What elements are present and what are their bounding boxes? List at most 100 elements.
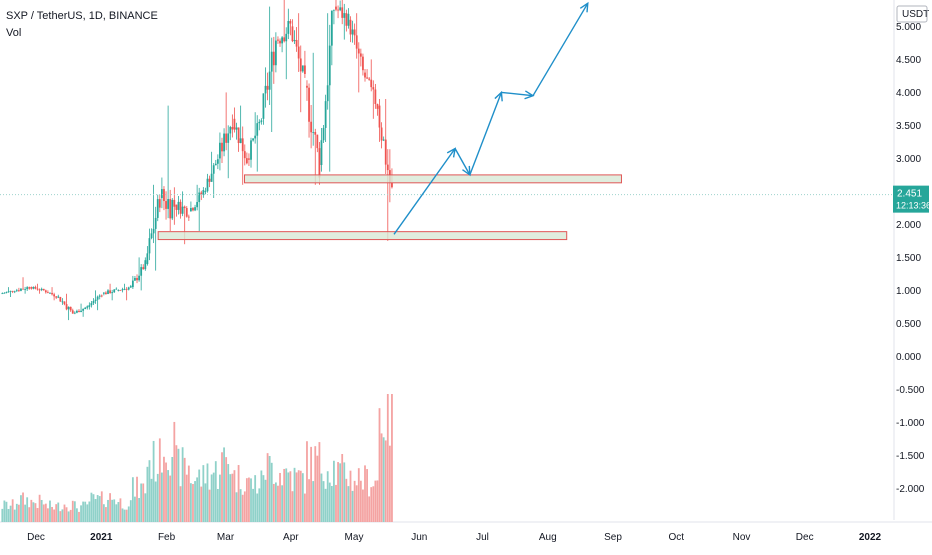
volume-bar bbox=[165, 462, 167, 522]
volume-bar bbox=[376, 480, 379, 522]
volume-bar bbox=[98, 496, 101, 522]
candle-body bbox=[374, 89, 377, 105]
volume-bar bbox=[262, 475, 265, 522]
volume-bar bbox=[277, 485, 279, 522]
candle-body bbox=[243, 151, 246, 159]
volume-bar bbox=[26, 497, 29, 522]
volume-bar bbox=[179, 486, 182, 522]
volume-bar bbox=[212, 472, 215, 522]
candle-body bbox=[277, 39, 279, 41]
candle-body bbox=[119, 289, 122, 291]
projection-arrow-segment bbox=[469, 92, 503, 176]
volume-bar bbox=[107, 499, 109, 522]
volume-bar bbox=[76, 508, 78, 522]
volume-bar bbox=[279, 472, 281, 522]
candle-body bbox=[115, 288, 118, 290]
volume-bar bbox=[34, 503, 37, 522]
volume-bar bbox=[351, 490, 354, 522]
candle-body bbox=[144, 260, 147, 270]
candle-body bbox=[51, 292, 53, 295]
price-tick-label: 3.500 bbox=[896, 121, 921, 132]
candle-body bbox=[210, 173, 213, 182]
time-tick-label: Sep bbox=[604, 532, 622, 543]
volume-bar bbox=[316, 455, 319, 522]
time-tick-label: Apr bbox=[283, 532, 299, 543]
volume-bar bbox=[297, 470, 300, 522]
currency-box bbox=[896, 5, 928, 23]
candle-body bbox=[221, 142, 223, 152]
volume-bar bbox=[63, 504, 66, 522]
candle-body bbox=[293, 39, 296, 42]
candle-body bbox=[357, 48, 360, 54]
candle-body bbox=[28, 287, 31, 289]
volume-bar bbox=[105, 507, 107, 522]
volume-bar bbox=[337, 462, 339, 522]
volume-bar bbox=[272, 483, 275, 522]
volume-bar bbox=[239, 489, 242, 522]
time-tick-label: Feb bbox=[158, 532, 176, 543]
volume-bar bbox=[380, 433, 383, 522]
candle-body bbox=[107, 290, 109, 294]
candle-body bbox=[359, 53, 362, 57]
candle-body bbox=[61, 301, 64, 303]
candle-body bbox=[13, 291, 16, 293]
candle-body bbox=[100, 295, 103, 297]
volume-bar bbox=[237, 465, 240, 522]
candle-body bbox=[204, 191, 207, 193]
candle-body bbox=[248, 158, 250, 160]
volume-bar bbox=[326, 471, 329, 522]
volume-bar bbox=[117, 502, 120, 522]
candle-body bbox=[140, 267, 143, 276]
candle-body bbox=[303, 65, 306, 74]
candle-body bbox=[154, 217, 157, 229]
candle-body bbox=[134, 278, 136, 281]
candle-body bbox=[173, 199, 176, 207]
volume-bar bbox=[227, 464, 230, 522]
price-tick-label: 0.000 bbox=[896, 352, 921, 363]
candle-body bbox=[65, 304, 68, 310]
candle-body bbox=[312, 132, 315, 133]
volume-bar bbox=[388, 445, 391, 522]
volume-bar bbox=[78, 511, 80, 522]
candle-body bbox=[208, 178, 211, 182]
volume-bar bbox=[362, 489, 364, 522]
volume-bar bbox=[136, 476, 138, 522]
candle-body bbox=[237, 127, 240, 144]
volume-bar bbox=[268, 455, 271, 522]
price-tick-label: -1.000 bbox=[896, 418, 925, 429]
candle-body bbox=[26, 287, 29, 290]
time-tick-label: 2022 bbox=[859, 532, 882, 543]
volume-bar bbox=[312, 481, 315, 522]
volume-bar bbox=[200, 486, 203, 522]
last-price-label: 2.451 bbox=[897, 189, 922, 200]
volume-bar bbox=[59, 511, 62, 522]
candle-body bbox=[192, 208, 194, 211]
candle-body bbox=[391, 182, 393, 188]
volume-bar bbox=[5, 501, 8, 522]
volume-bar bbox=[256, 493, 259, 522]
volume-bar bbox=[202, 465, 205, 522]
candle-body bbox=[5, 292, 8, 293]
candle-body bbox=[67, 306, 70, 310]
candle-body bbox=[337, 9, 339, 11]
volume-bar bbox=[125, 509, 128, 522]
volume-bar bbox=[235, 492, 238, 522]
candle-body bbox=[82, 308, 85, 311]
candle-body bbox=[241, 138, 244, 152]
volume-bar bbox=[127, 506, 130, 522]
candle-body bbox=[285, 33, 288, 42]
volume-bar bbox=[370, 487, 373, 522]
candle-body bbox=[256, 123, 259, 136]
candle-body bbox=[370, 79, 373, 88]
candle-body bbox=[7, 291, 10, 293]
volume-bar bbox=[11, 499, 14, 522]
volume-bar bbox=[343, 462, 346, 522]
candle-body bbox=[49, 292, 51, 294]
projection-arrow-segment bbox=[532, 2, 589, 97]
volume-bar bbox=[167, 470, 170, 522]
volume-bar bbox=[140, 483, 143, 522]
candle-body bbox=[272, 51, 275, 66]
volume-bar bbox=[129, 500, 132, 522]
